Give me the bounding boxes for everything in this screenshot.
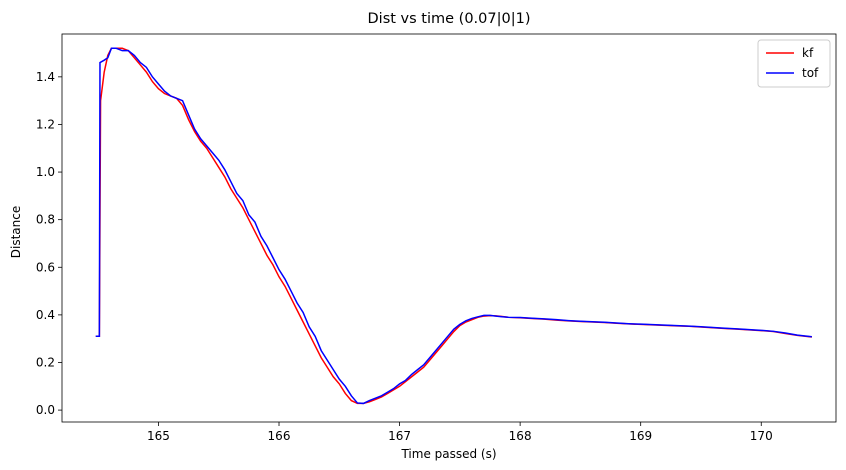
x-tick-label: 165 bbox=[147, 429, 170, 443]
legend-label-kf: kf bbox=[802, 46, 814, 60]
x-tick-label: 168 bbox=[509, 429, 532, 443]
y-axis-label: Distance bbox=[9, 206, 23, 258]
x-tick-label: 167 bbox=[388, 429, 411, 443]
y-tick-label: 1.0 bbox=[36, 165, 55, 179]
x-tick-label: 169 bbox=[629, 429, 652, 443]
plot-area bbox=[61, 33, 837, 423]
y-tick-label: 0.4 bbox=[36, 308, 55, 322]
y-tick-label: 0.8 bbox=[36, 213, 55, 227]
series-line-kf bbox=[95, 47, 812, 405]
chart-title: Dist vs time (0.07|0|1) bbox=[368, 11, 531, 27]
y-axis: 0.0 0.2 0.4 0.6 0.8 1.0 1.2 1.4 bbox=[36, 70, 62, 417]
y-tick-label: 0.0 bbox=[36, 403, 55, 417]
legend-label-tof: tof bbox=[802, 66, 819, 80]
x-tick-label: 166 bbox=[268, 429, 291, 443]
legend-box bbox=[757, 39, 831, 88]
x-axis-label: Time passed (s) bbox=[400, 447, 496, 461]
y-tick-label: 0.6 bbox=[36, 260, 55, 274]
legend: kf tof bbox=[757, 39, 831, 88]
series-line-tof bbox=[95, 47, 812, 405]
x-tick-label: 170 bbox=[750, 429, 773, 443]
x-axis: 165 166 167 168 169 170 bbox=[147, 422, 773, 443]
y-tick-label: 1.4 bbox=[36, 70, 55, 84]
y-tick-label: 1.2 bbox=[36, 117, 55, 131]
y-tick-label: 0.2 bbox=[36, 355, 55, 369]
plot-frame bbox=[61, 33, 837, 423]
